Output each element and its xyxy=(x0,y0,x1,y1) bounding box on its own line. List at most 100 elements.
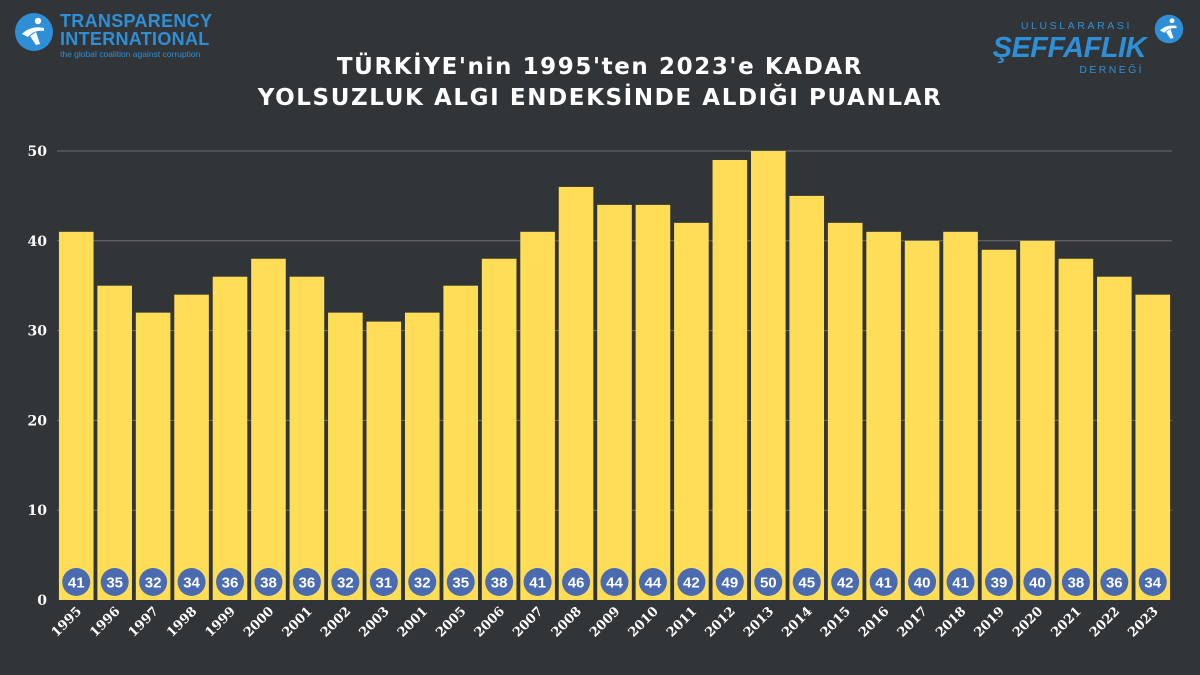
y-tick-label: 50 xyxy=(28,144,48,160)
value-badge xyxy=(485,568,514,596)
x-tick-label: 2005 xyxy=(433,604,469,640)
x-tick-label: 2007 xyxy=(510,604,546,640)
value-badge xyxy=(715,568,744,596)
value-label: 39 xyxy=(991,575,1008,592)
x-tick-label: 2010 xyxy=(626,604,662,640)
value-badge xyxy=(984,568,1013,596)
x-tick-label: 2019 xyxy=(972,604,1008,640)
value-label: 50 xyxy=(760,575,777,592)
bar xyxy=(558,186,594,601)
value-badge xyxy=(139,568,168,596)
bar xyxy=(1097,276,1132,600)
value-label: 38 xyxy=(260,575,277,592)
bar xyxy=(212,276,248,600)
value-badge xyxy=(523,568,552,596)
value-badge xyxy=(792,568,821,596)
value-label: 44 xyxy=(606,575,623,592)
value-label: 31 xyxy=(375,575,392,592)
bar xyxy=(943,231,978,600)
x-tick-label: 1998 xyxy=(164,604,200,640)
value-label: 32 xyxy=(414,575,431,592)
value-badge xyxy=(869,568,898,596)
bar xyxy=(135,312,171,600)
x-tick-label: 2017 xyxy=(895,604,931,640)
value-label: 41 xyxy=(529,575,546,592)
x-tick-label: 2008 xyxy=(549,604,585,640)
value-label: 34 xyxy=(183,575,200,592)
bar xyxy=(981,249,1017,600)
value-badge xyxy=(946,568,975,596)
x-tick-label: 2012 xyxy=(702,604,738,640)
value-badge xyxy=(408,568,437,596)
value-badge xyxy=(677,568,706,596)
value-badge xyxy=(446,568,475,596)
x-tick-label: 2001 xyxy=(280,604,316,640)
value-badge xyxy=(292,568,321,596)
x-tick-label: 1995 xyxy=(49,604,85,640)
transparency-international-icon xyxy=(15,13,53,51)
value-label: 40 xyxy=(1029,575,1046,592)
bar xyxy=(674,222,709,600)
value-badge xyxy=(1023,568,1052,596)
bar xyxy=(1020,240,1055,601)
value-badge xyxy=(600,568,629,596)
y-tick-label: 40 xyxy=(28,234,48,250)
chart-title-line-1: TÜRKİYE'nin 1995'ten 2023'e KADAR xyxy=(336,54,864,80)
value-label: 45 xyxy=(798,575,815,592)
bar xyxy=(597,204,632,600)
bar xyxy=(289,276,325,600)
value-badge xyxy=(62,568,91,596)
value-label: 36 xyxy=(1106,575,1123,592)
bar xyxy=(520,231,555,600)
transparency-international-icon xyxy=(1154,14,1184,44)
value-label: 36 xyxy=(222,575,239,592)
x-tick-label: 2000 xyxy=(241,604,277,640)
x-tick-label: 2022 xyxy=(1087,604,1123,640)
bars xyxy=(58,151,1171,601)
value-badge xyxy=(908,568,937,596)
value-badge xyxy=(369,568,398,596)
y-tick-label: 10 xyxy=(28,503,48,519)
value-badge xyxy=(562,568,591,596)
x-axis-labels: 1995 1996 1997 1998 1999 2000 2001 2002 2003 2001… xyxy=(49,604,1162,640)
bar xyxy=(866,231,901,600)
value-label: 40 xyxy=(914,575,931,592)
chart-title-line-2: YOLSUZLUK ALGI ENDEKSİNDE ALDIĞI PUANLAR xyxy=(257,85,943,111)
value-label: 35 xyxy=(452,575,469,592)
x-tick-label: 2011 xyxy=(664,604,700,640)
x-tick-label: 1996 xyxy=(87,604,123,640)
value-label: 36 xyxy=(299,575,316,592)
value-badge xyxy=(831,568,860,596)
value-label: 42 xyxy=(683,575,700,592)
value-badge xyxy=(254,568,283,596)
x-tick-label: 2016 xyxy=(856,604,892,640)
value-label: 42 xyxy=(837,575,854,592)
x-tick-label: 2009 xyxy=(587,604,623,640)
value-label: 49 xyxy=(722,575,739,592)
value-label: 34 xyxy=(1144,575,1161,592)
logo-tagline: the global coalition against corruption xyxy=(60,49,201,59)
x-tick-label: 2006 xyxy=(472,604,508,640)
bar xyxy=(58,231,94,600)
value-label: 32 xyxy=(145,575,162,592)
x-tick-label: 2003 xyxy=(356,604,392,640)
value-label: 41 xyxy=(952,575,969,592)
bar xyxy=(712,159,748,601)
logo-main-text: ŞEFFAFLIK xyxy=(992,32,1147,64)
logo-bottom-text: DERNEĞİ xyxy=(1079,64,1144,76)
value-badge xyxy=(1061,568,1090,596)
y-tick-label: 0 xyxy=(37,593,47,609)
value-label: 41 xyxy=(68,575,85,592)
value-label: 38 xyxy=(1068,575,1085,592)
y-tick-label: 30 xyxy=(28,324,48,340)
logo-top-text: ULUSLARARASI xyxy=(1020,20,1132,32)
x-tick-label: 2018 xyxy=(933,604,969,640)
bar xyxy=(404,312,440,600)
value-label: 32 xyxy=(337,575,354,592)
bar xyxy=(750,151,786,600)
bar xyxy=(1058,258,1094,600)
bar xyxy=(827,222,863,600)
value-badge xyxy=(638,568,667,596)
y-tick-label: 20 xyxy=(28,413,48,429)
